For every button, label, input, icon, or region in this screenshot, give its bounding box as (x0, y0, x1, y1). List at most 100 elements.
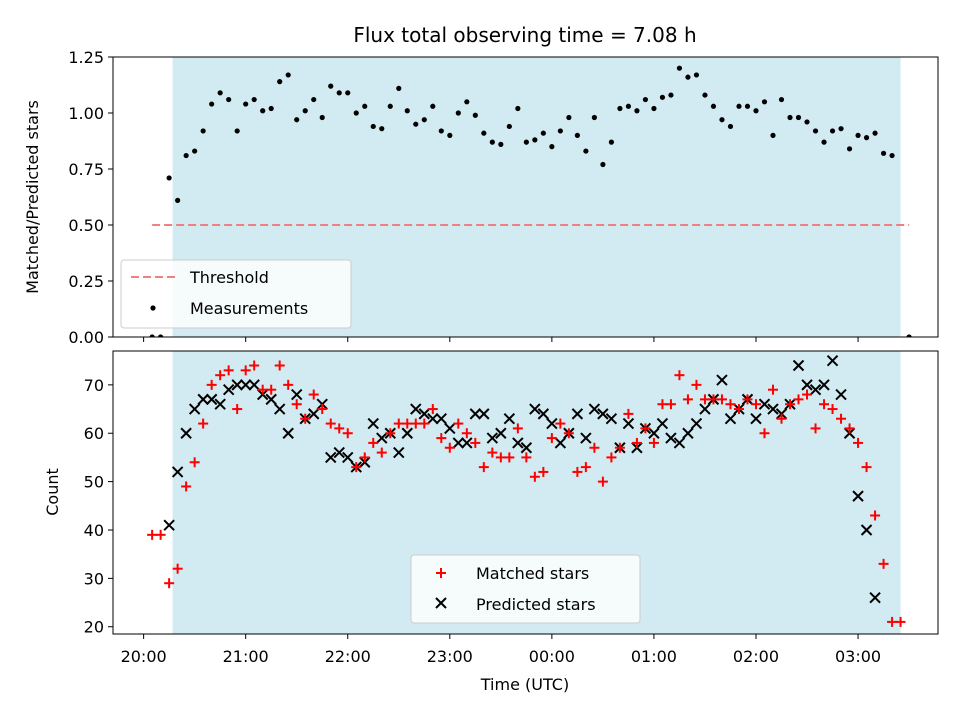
count-legend-label-matched: Matched stars (476, 564, 589, 583)
predicted-star-point (724, 413, 737, 425)
measurement-point (659, 94, 666, 100)
predicted-star-point (852, 490, 864, 502)
predicted-star-point (401, 427, 413, 439)
predicted-star-point (801, 379, 813, 391)
measurement-point (294, 117, 300, 123)
predicted-star-point (188, 403, 201, 415)
matched-star-point (223, 365, 234, 376)
measurement-point (710, 103, 717, 109)
matched-star-point (351, 462, 362, 473)
count-y-tick-label: 40 (84, 521, 104, 540)
matched-star-point (164, 578, 175, 589)
predicted-star-point (673, 437, 686, 449)
measurement-point (787, 114, 793, 121)
count-y-label: Count (43, 468, 62, 516)
predicted-star-point (427, 413, 439, 425)
predicted-star-point (656, 417, 669, 430)
x-tick-label: 23:00 (427, 647, 473, 666)
measurement-point (336, 90, 342, 96)
count-legend-box (410, 554, 641, 624)
predicted-star-point (512, 437, 524, 449)
measurement-point (472, 112, 478, 118)
measurement-point (251, 96, 257, 103)
matched-star-point (249, 360, 260, 371)
matched-star-point (444, 442, 455, 453)
measurement-point (209, 101, 215, 107)
predicted-star-point (469, 408, 482, 420)
measurement-point (855, 132, 861, 138)
predicted-star-point (869, 592, 881, 604)
measurement-point (846, 146, 853, 152)
matched-star-point (640, 423, 651, 434)
matched-star-point (240, 365, 251, 376)
predicted-star-point (171, 466, 184, 478)
measurement-point (727, 123, 734, 130)
predicted-star-point (537, 408, 550, 420)
matched-star-point (589, 442, 600, 453)
matched-star-point (810, 423, 821, 434)
measurement-point (404, 108, 410, 114)
matched-star-point (776, 413, 787, 424)
predicted-star-point (231, 379, 243, 391)
matched-star-point (878, 558, 889, 569)
measurement-point (515, 105, 521, 112)
predicted-star-point (265, 393, 277, 406)
ratio-y-axis: 0.00 0.25 0.50 0.75 1.00 1.25 (68, 48, 113, 347)
measurement-point (277, 79, 283, 85)
matched-star-point (785, 399, 796, 410)
predicted-star-point (478, 408, 490, 420)
measurement-point (736, 103, 742, 109)
count-y-tick-label: 50 (84, 473, 104, 492)
ratio-legend-label-threshold: Threshold (189, 268, 269, 287)
matched-star-point (614, 442, 625, 453)
measurement-point (285, 72, 291, 78)
matched-star-point (665, 399, 676, 410)
matched-star-point (682, 394, 693, 405)
measurement-point (566, 114, 572, 121)
matched-star-point (802, 389, 813, 400)
predicted-star-point (410, 403, 422, 415)
count-y-tick-label: 70 (84, 376, 104, 395)
measurement-point (583, 148, 589, 154)
matched-star-point (887, 616, 898, 627)
measurement-point (149, 334, 155, 337)
matched-star-point (385, 428, 396, 439)
ratio-y-tick-label: 0.25 (68, 272, 104, 291)
measurement-point (600, 161, 606, 168)
matched-star-point (308, 389, 319, 400)
predicted-star-point (648, 427, 660, 439)
matched-star-point (453, 418, 464, 429)
predicted-star-point (682, 427, 694, 439)
matched-star-point (470, 437, 481, 448)
matched-star-point (402, 418, 413, 429)
matched-star-point (819, 399, 830, 410)
count-plot-frame (112, 350, 939, 635)
x-tick-label: 20:00 (121, 647, 167, 666)
matched-star-point (325, 418, 336, 429)
matched-star-point (861, 462, 872, 473)
matched-star-point (623, 408, 634, 419)
matched-legend-marker (436, 568, 446, 578)
measurement-point (370, 123, 376, 130)
ratio-panel: 0.00 0.25 0.50 0.75 1.00 1.25 Matched/Predict… (23, 48, 939, 347)
matched-star-point (181, 481, 192, 492)
matched-star-point (419, 418, 430, 429)
ratio-y-label: Matched/Predicted stars (23, 100, 42, 294)
measurement-point (489, 139, 495, 145)
matched-star-point (257, 384, 268, 395)
measurement-point (744, 103, 751, 109)
matched-star-point (555, 418, 566, 429)
predicted-star-point (180, 427, 192, 439)
measurement-point (634, 108, 640, 114)
measurement-point (260, 108, 266, 114)
matched-star-point (206, 379, 217, 390)
matched-star-point (580, 462, 591, 473)
predicted-star-point (239, 379, 252, 391)
matched-star-point (597, 476, 608, 487)
x-tick-label: 02:00 (733, 647, 779, 666)
matched-star-point (393, 418, 404, 429)
matched-star-point (750, 399, 761, 410)
measurement-point (642, 96, 649, 103)
measurement-point (889, 152, 895, 159)
matched-star-point (759, 428, 770, 439)
